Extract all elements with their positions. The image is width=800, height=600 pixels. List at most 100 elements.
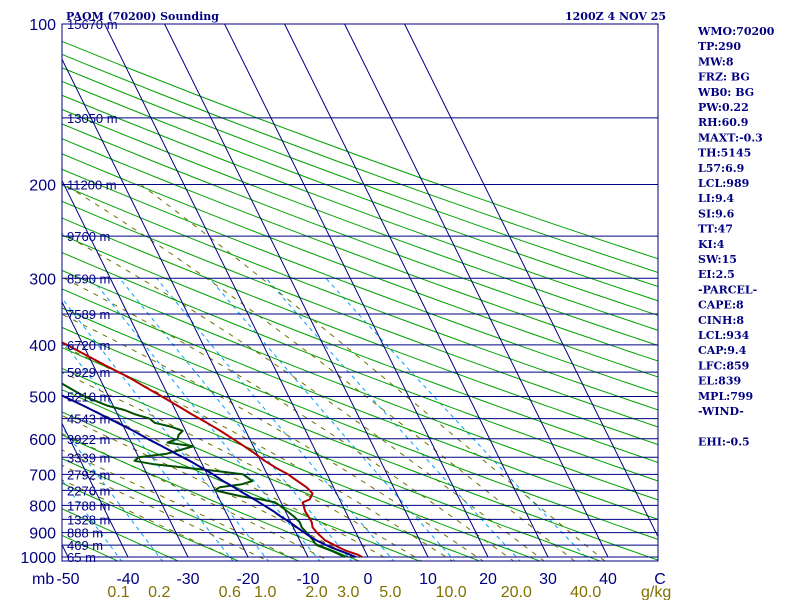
pressure-tick-label: 1000 [20,550,56,567]
index-line: -PARCEL- [698,283,757,296]
index-line: MAXT:-0.3 [698,131,763,144]
dry-adiabat-line [62,53,658,274]
index-line: LFC:859 [698,359,749,372]
height-label: 3922 m [67,432,110,447]
temperature-tick-label: 30 [539,571,557,588]
isotherms [62,24,658,558]
dry-adiabat-line [62,458,301,561]
dry-adiabat-line [62,347,602,561]
height-label: 8590 m [67,271,110,286]
index-line: WB0: BG [697,86,754,99]
mixing-ratio-tick-label: 5.0 [379,584,401,600]
temperature-tick-label: -20 [236,571,259,588]
height-label: 6720 m [67,338,110,353]
isotherm-line [344,24,609,558]
height-label: 3339 m [67,450,110,465]
index-line: EHI:-0.5 [698,435,750,448]
mixing-ratio-tick-label: 3.0 [337,584,359,600]
height-label: 2792 m [67,467,110,482]
mixing-ratio-unit-label: g/kg [641,584,671,600]
index-line: LI:9.4 [698,192,734,205]
isotherm-line [224,24,489,558]
temperature-tick-label: 10 [419,571,437,588]
index-line: LCL:934 [698,329,750,342]
mixing-ratio-line [62,339,234,561]
index-line: WMO:70200 [697,25,775,38]
height-label: 15670 m [67,17,118,32]
isotherm-line [404,24,658,538]
dry-adiabat-line [62,434,361,561]
index-line: SI:9.6 [698,207,735,220]
index-line: EL:839 [698,375,741,388]
mixing-ratio-line [265,277,521,561]
series-parcel-line [62,394,357,558]
mixing-ratio-tick-label: 0.2 [148,584,170,600]
index-line: FRZ: BG [698,71,750,84]
index-line: CINH:8 [698,314,744,327]
temperature-tick-label: -50 [56,571,79,588]
temperature-tick-label: 40 [599,571,617,588]
dry-adiabat-line [62,307,658,540]
dry-adiabat-line [62,80,658,302]
dry-adiabat-line [62,200,658,428]
pressure-tick-label: 300 [29,271,56,288]
index-line: CAP:9.4 [698,344,747,357]
dry-adiabat-line [62,508,180,561]
index-line: KI:4 [698,238,725,251]
index-line: MPL:799 [698,390,753,403]
pressure-tick-label: 700 [29,467,56,484]
mixing-ratio-tick-label: 1.0 [254,584,276,600]
isobars [62,24,658,558]
temperature-tick-label: -30 [176,571,199,588]
index-line: TP:290 [698,40,741,53]
height-label: 4543 m [67,412,110,427]
height-label: 65 m [67,550,96,565]
dry-adiabat-line [62,288,658,520]
height-label: 5210 m [67,390,110,405]
dry-adiabat-line [62,234,658,464]
mixing-ratio-tick-label: 10.0 [436,584,467,600]
dry-adiabat-line [62,389,482,561]
dry-adiabat-line [62,67,658,288]
pressure-tick-label: 400 [29,338,56,355]
index-line: TH:5145 [698,147,751,160]
height-labels: 15670 m 13050 m 11200 m 9760 m 8590 m 7589 m 6… [67,17,118,565]
isotherm-line [164,24,429,558]
height-label: 888 m [67,526,103,541]
moist-adiabat-line [140,184,606,561]
indices-panel: WMO:70200 TP:290 MW:8 FRZ: BG WB0: BG PW:0.22… [697,25,775,448]
mixing-ratio-line [62,297,270,561]
index-line: L57:6.9 [698,162,744,175]
dry-adiabat-line [62,184,658,411]
chart-title: PAOM (70200) Sounding [66,10,219,23]
mixing-ratio-lines [62,277,591,561]
isotherm-line [62,422,129,558]
moist-adiabat-line [62,394,392,561]
dry-adiabat-line [62,40,658,260]
temperature-tick-label: -40 [116,571,139,588]
dry-adiabat-line [62,251,658,482]
dry-adiabat-line [62,269,658,501]
dry-adiabat-line [62,108,658,331]
isotherm-line [62,58,309,558]
pressure-tick-label: 500 [29,390,56,407]
mixing-ratio-line [156,277,395,561]
pressure-tick-label: 200 [29,177,56,194]
series-dewpoint-line [62,382,346,558]
height-label: 9760 m [67,229,110,244]
isotherm-line [284,24,549,558]
dry-adiabat-line [62,168,658,394]
isotherm-line [62,300,189,558]
index-line: RH:60.9 [698,116,748,129]
height-label: 1788 m [67,498,110,513]
dry-adiabat-line [62,326,658,561]
mixing-ratio-tick-label: 20.0 [501,584,532,600]
height-label: 13050 m [67,111,118,126]
height-label: 11200 m [67,177,117,192]
dry-adiabat-line [62,138,658,362]
index-line: MW:8 [698,55,734,68]
index-line: -WIND- [698,405,744,418]
chart-time: 1200Z 4 NOV 25 [565,10,666,23]
index-line: LCL:989 [698,177,749,190]
